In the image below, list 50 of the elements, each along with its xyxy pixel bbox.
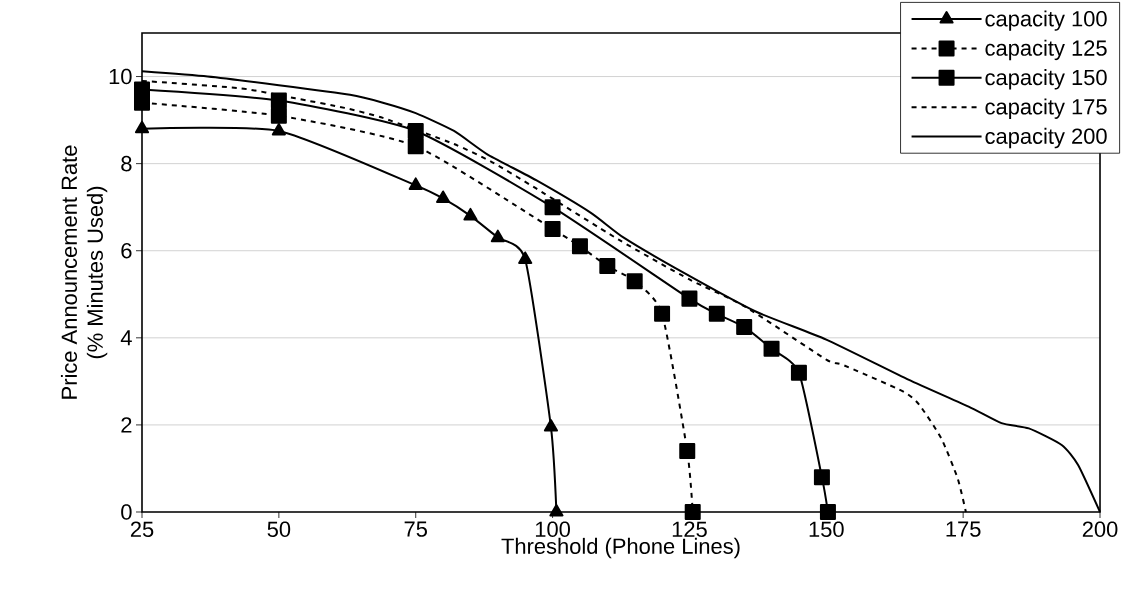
x-tick-label: 125: [672, 521, 707, 538]
legend-label: capacity 100: [985, 10, 1107, 31]
point: [679, 443, 696, 460]
x-tick-label: 150: [809, 521, 844, 538]
point: [763, 340, 780, 357]
point: [544, 199, 561, 216]
x-tick-label: 75: [404, 521, 427, 537]
point: [571, 238, 588, 255]
y-tick-label: 2: [121, 417, 132, 433]
y-tick-label: 0: [121, 504, 132, 520]
x-tick-label: 100: [535, 521, 570, 538]
point: [407, 122, 424, 139]
point: [463, 207, 478, 221]
point: [736, 318, 753, 335]
point: [271, 122, 286, 136]
point: [684, 504, 701, 520]
point: [708, 305, 725, 322]
x-axis-title: Threshold (Phone Lines): [501, 537, 740, 559]
y-tick-label: 8: [121, 155, 132, 172]
point: [549, 504, 564, 517]
x-tick-label: 200: [1082, 521, 1118, 538]
legend-label: capacity 200: [985, 127, 1107, 149]
y-axis-title: Price Announcement Rate (% Minutes Used): [60, 145, 108, 399]
point: [408, 177, 423, 190]
y-tick-label: 4: [120, 330, 132, 346]
y-tick-label: 10: [109, 68, 132, 85]
point: [270, 107, 287, 124]
point: [790, 364, 807, 381]
legend-label: capacity 150: [985, 69, 1107, 90]
point: [134, 120, 150, 134]
point: [490, 229, 505, 243]
legend-label: capacity 125: [985, 39, 1107, 61]
point: [813, 469, 830, 486]
point: [654, 305, 671, 322]
x-tick-label: 175: [946, 521, 981, 537]
point: [544, 220, 561, 237]
point: [543, 419, 558, 432]
point: [407, 138, 424, 155]
legend-label: capacity 175: [985, 98, 1107, 119]
x-tick-label: 25: [130, 521, 154, 538]
point: [819, 504, 836, 520]
point: [626, 273, 643, 290]
y-tick-label: 6: [121, 242, 132, 259]
point: [270, 92, 287, 109]
point: [599, 257, 616, 274]
point: [436, 190, 451, 203]
x-tick-label: 50: [267, 521, 291, 538]
point: [681, 290, 698, 307]
point: [518, 251, 533, 264]
point: [134, 81, 150, 98]
